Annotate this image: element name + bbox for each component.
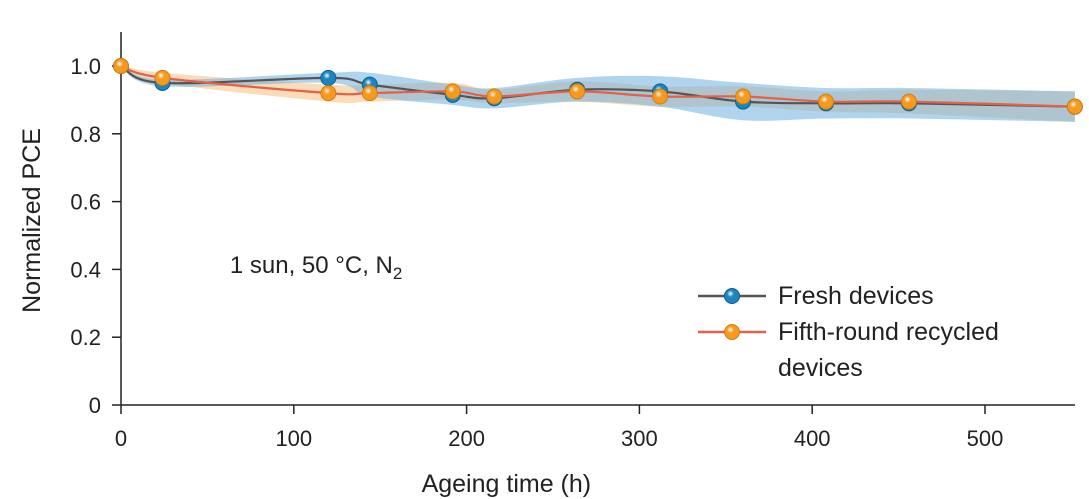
y-tick-label: 1.0: [70, 54, 101, 79]
x-tick-label: 200: [448, 426, 485, 451]
legend-marker-recycled: [724, 324, 740, 340]
data-point-recycled: [818, 93, 835, 110]
y-axis-title: Normalized PCE: [18, 128, 46, 313]
annotation-subscript: 2: [393, 264, 402, 283]
x-tick-label: 0: [115, 426, 127, 451]
data-point-recycled: [900, 93, 917, 110]
data-point-recycled: [444, 83, 461, 100]
series-markers: [113, 58, 1083, 115]
series-lines: [120, 64, 1075, 108]
data-point-recycled: [154, 69, 171, 86]
annotation-main-text: 1 sun, 50 °C, N: [230, 252, 393, 279]
data-point-fresh: [320, 69, 337, 86]
x-tick-label: 300: [621, 426, 658, 451]
y-tick-label: 0: [89, 393, 101, 418]
x-tick-label: 100: [275, 426, 312, 451]
condition-annotation: 1 sun, 50 °C, N2: [230, 252, 402, 283]
data-point-recycled: [735, 88, 752, 105]
x-tick-label: 500: [967, 426, 1004, 451]
data-point-recycled: [1066, 98, 1083, 115]
legend-marker-fresh: [724, 288, 740, 304]
x-tick-label: 400: [794, 426, 831, 451]
y-tick-label: 0.4: [70, 257, 101, 282]
series-line-recycled: [120, 64, 1075, 108]
y-tick-label: 0.8: [70, 122, 101, 147]
data-point-recycled: [652, 88, 669, 105]
data-point-recycled: [113, 58, 129, 74]
data-point-recycled: [361, 85, 378, 102]
x-axis-title: Ageing time (h): [422, 470, 592, 498]
data-point-recycled: [486, 88, 503, 105]
y-tick-label: 0.2: [70, 325, 101, 350]
data-point-recycled: [569, 83, 586, 100]
axes: [120, 32, 1075, 406]
y-tick-label: 0.6: [70, 190, 101, 215]
legend-label-recycled: Fifth-round recycled devices: [778, 318, 999, 382]
legend-label-fresh: Fresh devices: [778, 282, 934, 310]
data-point-recycled: [320, 85, 337, 102]
legend: Fresh devices Fifth-round recycled devices: [698, 282, 999, 382]
